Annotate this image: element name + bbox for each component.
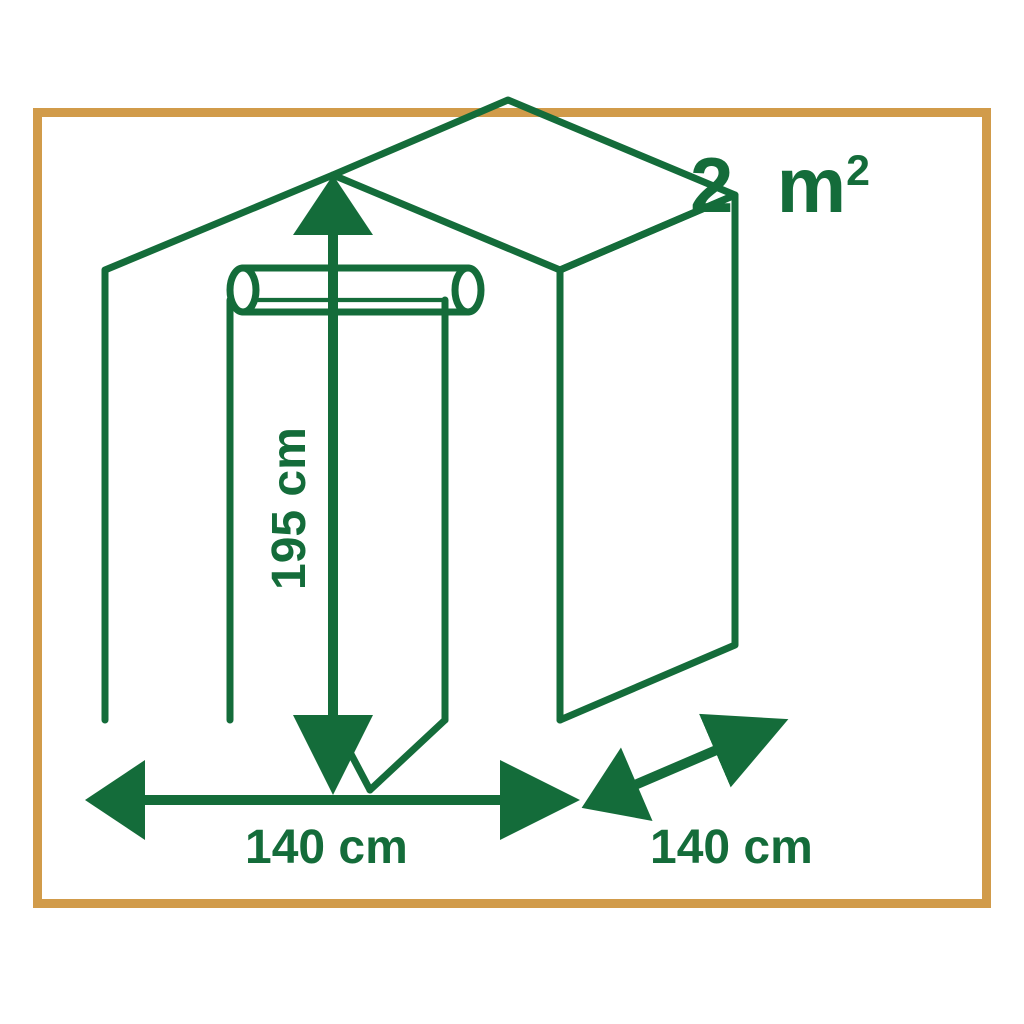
width-label: 140 cm bbox=[245, 820, 408, 875]
greenhouse-diagram bbox=[0, 0, 1024, 1024]
diagram-canvas: 2 m2 195 cm 140 cm 140 cm bbox=[0, 0, 1024, 1024]
area-unit-base: m bbox=[777, 141, 846, 229]
area-label: 2 m2 bbox=[690, 140, 870, 231]
height-label: 195 cm bbox=[262, 427, 317, 590]
area-unit-exp: 2 bbox=[846, 147, 870, 195]
area-value: 2 bbox=[690, 141, 733, 229]
depth-label: 140 cm bbox=[650, 820, 813, 875]
